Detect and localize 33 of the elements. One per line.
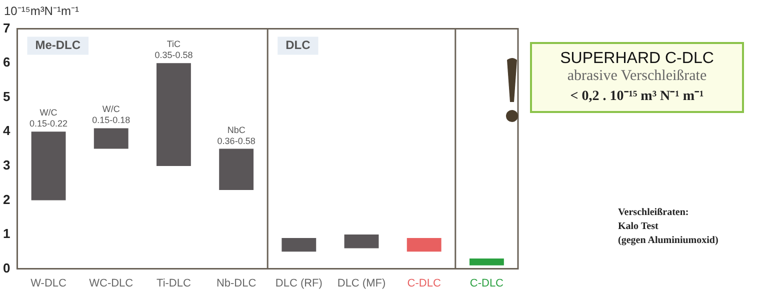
bar (31, 132, 66, 200)
x-tick-label: C-DLC (407, 277, 441, 290)
x-tick-label: WC-DLC (89, 277, 134, 290)
y-tick-label: 7 (2, 20, 10, 36)
text: SUPERHARD C-DLC abrasive Verschleißrate < 0,2 . 10⁻¹⁵ m³ N⁻¹ m⁻¹ (559, 50, 715, 105)
x-tick-label: Ti-DLC (156, 277, 191, 290)
x-tick-label: DLC (RF) (275, 277, 322, 290)
y-tick-label: 0 (2, 260, 10, 276)
y-tick-label: 2 (2, 192, 10, 207)
bar (219, 148, 254, 190)
x-tick-label: W-DLC (30, 277, 67, 290)
annotation: W/C 0.15-0.18 (92, 104, 130, 126)
y-tick-label: 5 (2, 88, 10, 104)
x-tick-label: Nb-DLC (216, 277, 256, 290)
y-tick-label: 6 (2, 54, 10, 70)
bar (406, 238, 442, 252)
annotation: TiC 0.35-0.58 (154, 39, 193, 60)
x-tick-label: DLC (MF) (337, 277, 386, 290)
annotation: NbC 0.36-0.58 (217, 124, 256, 146)
bar (94, 128, 128, 149)
bar (156, 63, 191, 166)
annotation: W/C 0.15-0.22 (30, 108, 68, 129)
bar (469, 258, 504, 266)
bar (282, 238, 316, 252)
annotation: DLC (286, 38, 311, 52)
x-tick-label: C-DLC (470, 277, 504, 290)
bar (344, 234, 379, 248)
text: Verschleißraten: Kalo Test (gegen Aluminiumoxid) (618, 206, 718, 248)
y-tick-label: 4 (2, 123, 11, 138)
y-tick-label: 1 (2, 226, 10, 242)
annotation: Me-DLC (35, 38, 81, 52)
y-axis-title: 10⁻¹⁵m³N⁻¹m⁻¹ (4, 3, 79, 19)
y-tick-label: 3 (2, 158, 10, 173)
